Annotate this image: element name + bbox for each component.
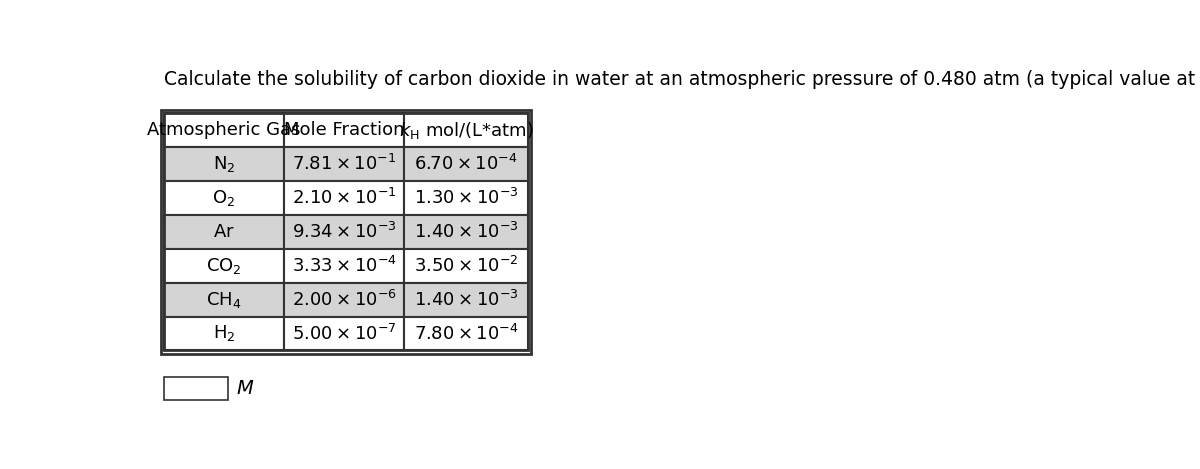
Bar	[164, 283, 284, 317]
Bar	[404, 283, 528, 317]
Text: $6.70 \times 10^{-4}$: $6.70 \times 10^{-4}$	[414, 154, 518, 174]
Bar	[164, 181, 284, 215]
Text: $\mathrm{Ar}$: $\mathrm{Ar}$	[214, 223, 235, 241]
Bar	[404, 147, 528, 181]
Bar	[164, 113, 528, 350]
Text: $1.30 \times 10^{-3}$: $1.30 \times 10^{-3}$	[414, 188, 518, 208]
Text: $5.00 \times 10^{-7}$: $5.00 \times 10^{-7}$	[292, 324, 396, 343]
Text: $3.50 \times 10^{-2}$: $3.50 \times 10^{-2}$	[414, 256, 518, 276]
Bar	[404, 113, 528, 147]
Bar	[284, 317, 404, 350]
Text: $k_\mathrm{H}$ mol/(L*atm): $k_\mathrm{H}$ mol/(L*atm)	[398, 120, 534, 141]
Text: $\mathrm{CO_2}$: $\mathrm{CO_2}$	[206, 256, 242, 276]
Text: $1.40 \times 10^{-3}$: $1.40 \times 10^{-3}$	[414, 222, 518, 242]
Bar	[404, 249, 528, 283]
Text: $7.80 \times 10^{-4}$: $7.80 \times 10^{-4}$	[414, 324, 518, 343]
Bar	[284, 249, 404, 283]
Bar	[284, 181, 404, 215]
Bar	[164, 113, 284, 147]
Bar	[284, 113, 404, 147]
Bar	[164, 378, 228, 401]
Text: $9.34 \times 10^{-3}$: $9.34 \times 10^{-3}$	[292, 222, 396, 242]
Bar	[404, 317, 528, 350]
Text: Atmospheric Gas: Atmospheric Gas	[148, 121, 301, 139]
Bar	[164, 317, 284, 350]
Bar	[284, 147, 404, 181]
Bar	[161, 110, 532, 354]
Text: $\mathrm{O_2}$: $\mathrm{O_2}$	[212, 188, 235, 208]
Text: $2.00 \times 10^{-6}$: $2.00 \times 10^{-6}$	[292, 289, 397, 310]
Text: $2.10 \times 10^{-1}$: $2.10 \times 10^{-1}$	[292, 188, 396, 208]
Bar	[284, 215, 404, 249]
Text: $7.81 \times 10^{-1}$: $7.81 \times 10^{-1}$	[292, 154, 396, 174]
Text: $\mathrm{N_2}$: $\mathrm{N_2}$	[212, 154, 235, 174]
Bar	[164, 147, 284, 181]
Bar	[404, 215, 528, 249]
Text: $1.40 \times 10^{-3}$: $1.40 \times 10^{-3}$	[414, 289, 518, 310]
Text: Mole Fraction: Mole Fraction	[284, 121, 404, 139]
Text: Calculate the solubility of carbon dioxide in water at an atmospheric pressure o: Calculate the solubility of carbon dioxi…	[164, 70, 1200, 89]
Text: $\mathrm{CH_4}$: $\mathrm{CH_4}$	[206, 289, 241, 310]
Bar	[284, 283, 404, 317]
Bar	[164, 249, 284, 283]
Text: $\mathrm{H_2}$: $\mathrm{H_2}$	[212, 324, 235, 343]
Text: $3.33 \times 10^{-4}$: $3.33 \times 10^{-4}$	[292, 256, 397, 276]
Bar	[404, 181, 528, 215]
Bar	[164, 215, 284, 249]
Text: M: M	[236, 379, 253, 399]
